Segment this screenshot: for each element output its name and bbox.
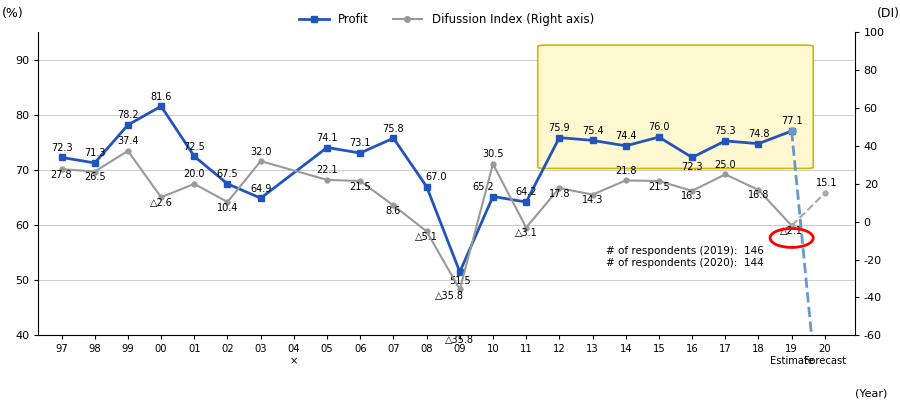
Difussion Index (Right axis) <box>753 188 764 193</box>
Difussion Index (Right axis) <box>720 172 731 177</box>
Profit <box>554 135 564 140</box>
Text: 74.4: 74.4 <box>615 131 636 141</box>
Text: △2.6: △2.6 <box>149 198 173 208</box>
Difussion Index (Right axis) <box>454 287 465 292</box>
Profit <box>787 129 797 133</box>
Profit <box>653 135 664 140</box>
Difussion Index (Right axis) <box>554 186 564 190</box>
Text: 75.9: 75.9 <box>548 123 571 133</box>
Text: 74.1: 74.1 <box>316 133 338 143</box>
Difussion Index (Right axis) <box>321 177 332 182</box>
Text: 14.3: 14.3 <box>581 195 603 205</box>
Text: 72.3: 72.3 <box>681 162 703 171</box>
Text: 27.8: 27.8 <box>50 170 72 179</box>
Text: △35.8: △35.8 <box>436 291 464 301</box>
Text: 26.5: 26.5 <box>84 172 105 182</box>
Difussion Index (Right axis) <box>355 179 365 184</box>
Profit <box>89 160 100 165</box>
Text: 21.5: 21.5 <box>349 182 371 192</box>
Text: 64.9: 64.9 <box>250 184 272 194</box>
Difussion Index (Right axis) <box>156 195 166 200</box>
Difussion Index (Right axis) <box>56 166 67 171</box>
Difussion Index (Right axis) <box>587 192 598 197</box>
Text: 8.6: 8.6 <box>386 206 401 216</box>
Profit <box>521 199 532 204</box>
Profit <box>321 145 332 150</box>
Difussion Index (Right axis) <box>787 223 797 228</box>
FancyBboxPatch shape <box>538 45 814 168</box>
Text: 16.3: 16.3 <box>681 191 703 201</box>
Difussion Index (Right axis) <box>89 169 100 174</box>
Profit <box>189 154 200 159</box>
Text: 75.3: 75.3 <box>715 126 736 136</box>
Difussion Index (Right axis) <box>521 225 532 230</box>
Text: 37.4: 37.4 <box>117 136 139 146</box>
Text: 10.4: 10.4 <box>217 203 239 212</box>
Text: △5.1: △5.1 <box>415 232 438 242</box>
Text: 20.0: 20.0 <box>184 169 205 179</box>
Text: △2.1: △2.1 <box>780 226 803 236</box>
Text: 64.2: 64.2 <box>516 187 537 197</box>
Text: 65.2: 65.2 <box>472 182 494 192</box>
Profit <box>720 138 731 143</box>
Profit <box>388 136 399 140</box>
Difussion Index (Right axis) <box>653 179 664 184</box>
Profit <box>222 182 233 186</box>
Text: 78.2: 78.2 <box>117 110 139 120</box>
Line: Profit: Profit <box>58 103 795 276</box>
Text: 76.0: 76.0 <box>648 123 670 132</box>
Difussion Index (Right axis) <box>488 162 499 166</box>
Text: 72.5: 72.5 <box>184 142 205 152</box>
Profit <box>355 151 365 155</box>
Profit <box>56 155 67 160</box>
Text: 15.1: 15.1 <box>815 177 837 188</box>
Difussion Index (Right axis) <box>122 149 133 153</box>
Profit <box>122 123 133 127</box>
Text: 21.5: 21.5 <box>648 182 670 192</box>
Text: (DI): (DI) <box>877 7 900 20</box>
Text: 25.0: 25.0 <box>715 160 736 170</box>
Text: (Year): (Year) <box>855 388 887 398</box>
Profit <box>587 138 598 143</box>
Profit <box>156 104 166 109</box>
Difussion Index (Right axis) <box>421 229 432 234</box>
Text: 32.0: 32.0 <box>250 147 272 157</box>
Text: # of respondents (2019):  146
# of respondents (2020):  144: # of respondents (2019): 146 # of respon… <box>606 246 763 267</box>
Text: 77.1: 77.1 <box>781 116 803 127</box>
Text: 81.6: 81.6 <box>150 92 172 102</box>
Profit <box>454 269 465 274</box>
Text: 75.4: 75.4 <box>581 126 603 136</box>
Text: 30.5: 30.5 <box>482 149 504 160</box>
Text: 51.5: 51.5 <box>449 276 471 286</box>
Difussion Index (Right axis) <box>388 203 399 208</box>
Text: △3.1: △3.1 <box>515 228 537 238</box>
Text: 72.3: 72.3 <box>50 143 72 153</box>
Difussion Index (Right axis) <box>222 199 233 204</box>
Profit <box>421 184 432 189</box>
Text: △35.8: △35.8 <box>446 335 474 346</box>
Text: 73.1: 73.1 <box>349 138 371 149</box>
Text: 71.3: 71.3 <box>84 148 105 158</box>
Profit <box>256 196 266 201</box>
Profit <box>753 141 764 146</box>
Legend: Profit, Difussion Index (Right axis): Profit, Difussion Index (Right axis) <box>294 8 598 31</box>
Text: 21.8: 21.8 <box>615 166 636 176</box>
Text: (%): (%) <box>2 7 23 20</box>
Difussion Index (Right axis) <box>687 188 698 193</box>
Text: 22.1: 22.1 <box>316 165 338 175</box>
Difussion Index (Right axis) <box>189 182 200 186</box>
Text: 75.8: 75.8 <box>382 124 404 133</box>
Text: 67.0: 67.0 <box>426 172 447 182</box>
Text: 17.8: 17.8 <box>549 188 570 199</box>
Profit <box>687 155 698 160</box>
Text: 16.8: 16.8 <box>748 190 770 200</box>
Text: 67.5: 67.5 <box>217 169 239 179</box>
Difussion Index (Right axis) <box>256 159 266 164</box>
Difussion Index (Right axis) <box>620 178 631 183</box>
Profit <box>620 143 631 148</box>
Profit <box>488 194 499 199</box>
Line: Difussion Index (Right axis): Difussion Index (Right axis) <box>59 149 794 292</box>
Text: 74.8: 74.8 <box>748 129 770 139</box>
